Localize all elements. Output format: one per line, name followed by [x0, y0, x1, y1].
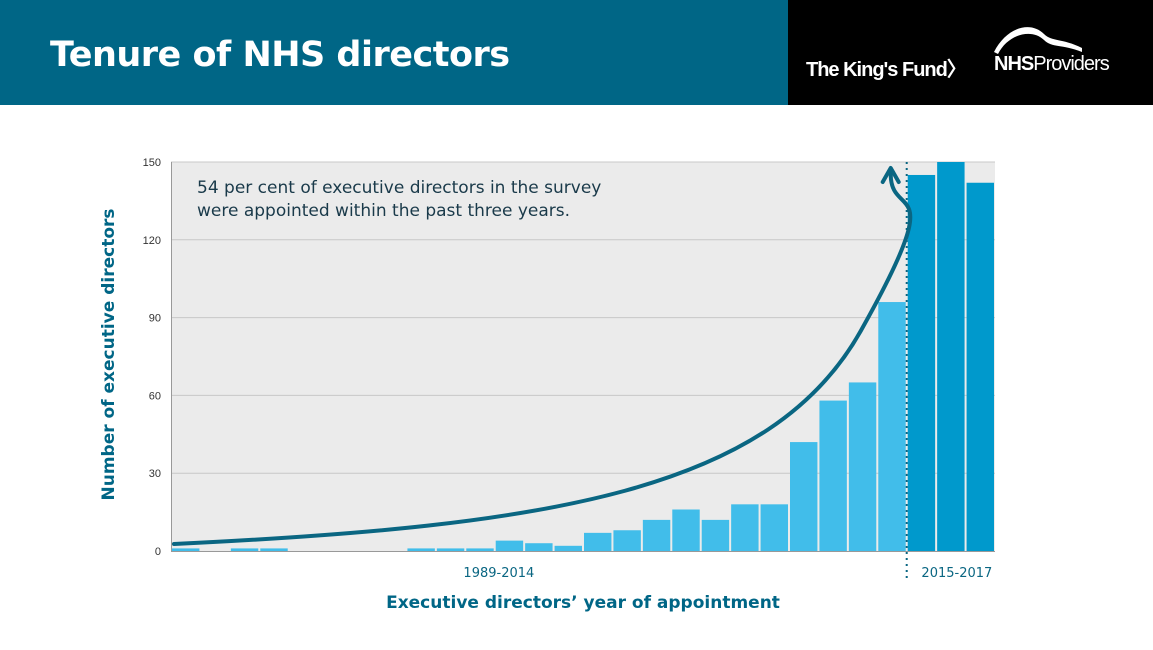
bar [966, 182, 994, 551]
x-category-label: 2015-2017 [921, 566, 992, 581]
chart-annotation: 54 per cent of executive directors in th… [197, 178, 607, 221]
y-tick-label: 90 [149, 313, 161, 325]
bar [878, 302, 906, 551]
bar [642, 519, 671, 551]
bar [907, 174, 936, 551]
bar [819, 400, 847, 551]
y-axis-label: Number of executive directors [99, 208, 119, 500]
bar [672, 509, 700, 551]
bar [937, 162, 965, 551]
header-title-panel [0, 0, 788, 105]
bar [436, 548, 465, 551]
chart-annotation-line-2: were appointed within the past three yea… [197, 201, 570, 221]
arrowhead-icon [880, 166, 901, 184]
bar [613, 530, 641, 551]
bar [466, 548, 494, 551]
chart-annotation-line-1: 54 per cent of executive directors in th… [197, 178, 601, 198]
bars [172, 162, 994, 551]
header-banner: Tenure of NHS directors The King's Fund〉… [0, 0, 1153, 105]
bar [260, 548, 288, 551]
x-axis-label: Executive directors’ year of appointment [386, 593, 780, 613]
bar [701, 519, 730, 551]
kings-fund-logo: The King's Fund〉 [806, 59, 967, 81]
bar [407, 548, 435, 551]
y-axis-ticks: 0 30 60 90 120 150 [143, 157, 161, 558]
bar [172, 548, 200, 551]
bar [230, 548, 259, 551]
y-tick-label: 30 [149, 468, 161, 480]
bar [584, 532, 612, 551]
x-category-labels: 1989-2014 2015-2017 [463, 566, 992, 581]
nhs-providers-logo: NHSProviders [994, 53, 1110, 75]
y-tick-label: 120 [143, 235, 161, 247]
nhs-providers-logo-icon [994, 27, 1082, 54]
bar [525, 543, 553, 551]
bar [790, 442, 818, 551]
header-logo-panel [788, 0, 1153, 105]
bar [554, 545, 582, 551]
x-category-label: 1989-2014 [463, 566, 534, 581]
growth-trend-arrow [172, 172, 913, 546]
bar [760, 504, 788, 551]
tenure-bar-chart: 0 30 60 90 120 150 1989-2014 2015-2017 54 per … [99, 157, 995, 613]
y-tick-label: 0 [155, 546, 161, 558]
page-title: Tenure of NHS directors [50, 35, 510, 75]
bar [731, 504, 759, 551]
bar [495, 540, 524, 551]
y-tick-label: 60 [149, 390, 161, 402]
y-tick-label: 150 [143, 157, 161, 169]
bar [848, 382, 877, 551]
